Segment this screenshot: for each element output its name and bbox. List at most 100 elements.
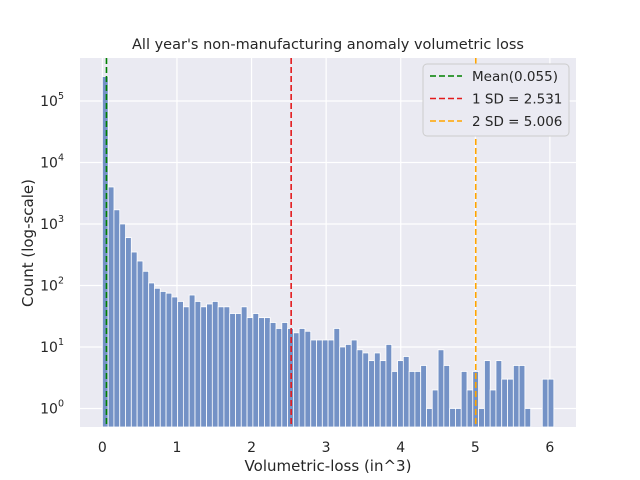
y-tick-label: 102 [40,275,64,294]
histogram-bar [379,360,387,428]
histogram-bar [547,378,555,428]
histogram-bar [292,332,300,428]
histogram-bar [211,301,219,428]
y-tick-label: 105 [40,91,64,110]
x-tick-label: 4 [396,440,405,456]
histogram-bar [518,365,526,428]
legend-box [422,63,570,137]
histogram-bar [501,378,508,428]
histogram-bar [246,317,254,428]
histogram-bar [333,328,341,428]
histogram-bar [368,360,375,428]
histogram-bar [171,296,179,428]
x-tick-label: 5 [471,440,480,456]
histogram-bar [339,346,346,428]
histogram-bar [420,365,427,428]
histogram-bar [269,322,277,428]
histogram-bar [449,408,456,428]
y-tick-label: 101 [40,337,64,356]
reference-lines [105,58,477,427]
histogram-bar [194,301,202,428]
histogram-bar [200,306,207,428]
histogram-bar [397,360,404,428]
histogram-bar [408,371,416,428]
y-axis-label: Count (log-scale) [19,179,37,307]
histogram-bar [125,237,132,428]
histogram-bar [356,349,364,428]
histogram-bar [188,294,196,428]
histogram-bar [177,301,184,428]
histogram-bar [206,303,213,428]
histogram-bar [385,344,393,428]
histogram-bar [443,365,451,428]
x-axis-label: Volumetric-loss (in^3) [245,457,412,475]
legend-label-sd1: 1 SD = 2.531 [472,92,562,108]
histogram-bar [362,352,370,428]
histogram-bar [478,408,485,428]
histogram-bar [101,76,109,428]
histogram-bar [136,260,144,428]
histogram-bar [154,287,161,428]
histogram-bar [373,352,381,428]
histogram-bar [113,209,121,428]
histogram-bar [327,339,335,428]
legend-label-sd2: 2 SD = 5.006 [472,114,562,130]
histogram-bar [431,389,439,428]
histogram-bar [402,356,410,428]
histogram-bar [507,378,514,428]
histogram-bar [524,408,532,428]
histogram-bar [148,282,155,428]
histogram-bar [182,306,190,428]
histogram-bar [316,339,323,428]
legend: Mean(0.055) 1 SD = 2.531 2 SD = 5.006 [422,63,570,137]
histogram-bar [142,270,150,428]
histogram-bar [130,251,138,428]
histogram-bar [472,371,479,428]
histogram-bar [275,328,283,428]
histogram-bar [541,378,549,428]
histogram-bar [437,349,445,428]
x-tick-label: 2 [247,440,256,456]
y-tick-label: 104 [40,152,64,171]
histogram-bar [252,313,260,428]
histogram-bars [101,76,555,428]
histogram-bar [298,328,306,428]
histogram-bar [460,371,468,428]
x-tick-label: 1 [173,440,182,456]
x-tick-label: 6 [545,440,554,456]
histogram-bar [489,389,497,428]
chart-title: All year's non-manufacturing anomaly vol… [132,37,524,53]
histogram-bar [304,330,312,428]
histogram-bar [426,408,433,428]
histogram-bar [455,408,462,428]
histogram-bar [466,389,474,428]
histogram-bar [414,371,422,428]
x-tick-labels: 0 1 2 3 4 5 6 [98,440,555,456]
histogram-bar [512,365,520,428]
histogram-bar [258,317,265,428]
histogram-bar [240,306,248,428]
histogram-bar [484,360,491,428]
histogram-bar [107,186,115,428]
y-tick-label: 103 [40,214,64,233]
y-tick-labels: 100 101 102 103 104 105 [40,91,64,418]
histogram-bar [310,339,317,428]
histogram-bar [350,339,358,428]
histogram-bar [391,371,398,428]
histogram-bar [345,344,352,428]
histogram-bar [159,291,167,428]
histogram-bar [281,322,289,428]
histogram-bar [229,313,236,428]
histogram-bar [264,317,271,428]
histogram-bar [165,292,173,428]
histogram-bar [495,360,503,428]
histogram-bar [223,306,231,428]
histogram-bar [321,339,329,428]
x-tick-label: 3 [322,440,331,456]
histogram-bar [235,313,242,428]
x-tick-label: 0 [98,440,107,456]
legend-label-mean: Mean(0.055) [472,69,558,85]
histogram-bar [119,223,126,428]
y-tick-label: 100 [40,398,64,417]
